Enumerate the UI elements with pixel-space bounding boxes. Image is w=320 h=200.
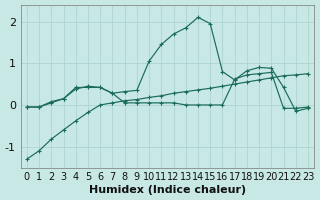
X-axis label: Humidex (Indice chaleur): Humidex (Indice chaleur) bbox=[89, 185, 246, 195]
